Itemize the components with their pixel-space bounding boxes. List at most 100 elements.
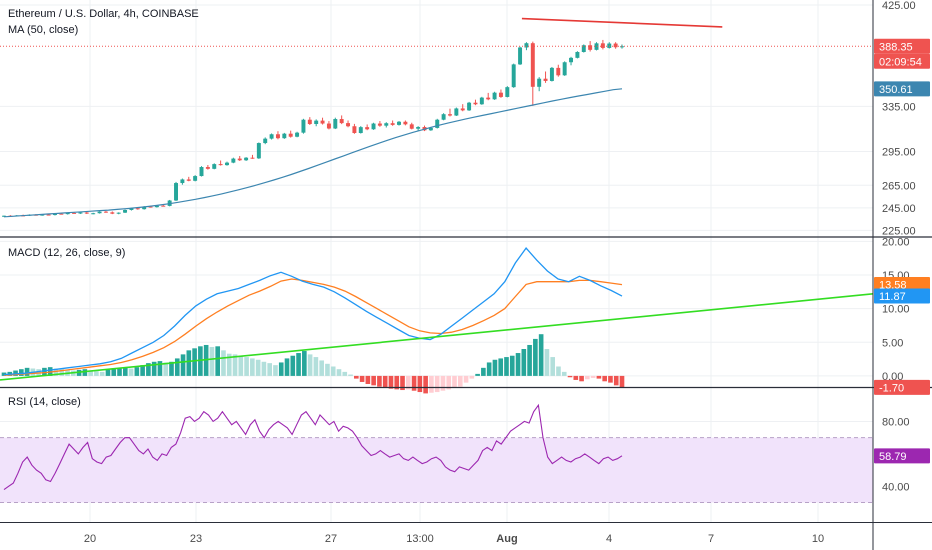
candle-body (326, 123, 331, 129)
macd-histogram-bar (342, 371, 348, 376)
rsi-tick-label: 40.00 (882, 481, 910, 493)
macd-histogram-bar (330, 366, 336, 376)
candle-body (199, 167, 204, 177)
candle-body (142, 206, 147, 210)
macd-histogram-bar (556, 366, 561, 376)
candle-body (72, 212, 77, 214)
macd-histogram-bar (423, 375, 428, 394)
macd-histogram-bar (463, 375, 469, 383)
macd-histogram-bar (336, 369, 342, 376)
macd-histogram-bar (232, 354, 238, 376)
macd-histogram-bar (94, 371, 99, 376)
candle-body (65, 212, 70, 215)
candle-body (110, 212, 115, 214)
macd-histogram-bar (394, 375, 400, 390)
candle-body (473, 102, 478, 105)
candle-body (428, 127, 433, 131)
candle-body (454, 108, 459, 116)
candle-body (397, 121, 401, 125)
macd-histogram-bar (538, 334, 544, 376)
candle-body (556, 67, 561, 76)
candle-body (594, 43, 599, 50)
time-tick-label: 4 (606, 533, 612, 545)
macd-histogram-bar (192, 348, 197, 376)
candle-body (52, 213, 57, 216)
rsi-value-tag-bg (874, 448, 930, 464)
macd-histogram-bar (469, 375, 475, 379)
macd-histogram-bar (608, 375, 613, 383)
candle-body (40, 214, 45, 216)
macd-histogram-bar (140, 365, 145, 376)
macd-histogram-bar (117, 368, 122, 376)
rsi-line (3, 403, 623, 491)
candle-body (97, 211, 102, 214)
candle-body (91, 213, 96, 215)
signal-value-tag: 13.58 (879, 280, 907, 292)
macd-histogram-bar (446, 375, 452, 390)
candle-body (498, 92, 503, 97)
macd-histogram-bar (567, 375, 573, 378)
candle-body (524, 43, 529, 48)
macd-histogram-bar (359, 375, 365, 382)
candle-body (180, 179, 185, 184)
macd-histogram-bar (244, 357, 249, 376)
macd-histogram-bar (174, 358, 180, 376)
macd-histogram-bar (486, 362, 492, 376)
candle-body (479, 97, 484, 105)
macd-histogram-bar (296, 353, 301, 376)
macd-histogram-bar (169, 361, 174, 376)
rsi-value-tag: 58.79 (879, 451, 907, 463)
candle-body (288, 133, 293, 137)
candle-body (123, 209, 128, 213)
macd-histogram-bar (290, 355, 296, 376)
macd-histogram-bar (388, 375, 394, 389)
macd-histogram-bar (19, 369, 24, 376)
macd-histogram-bar (475, 373, 480, 376)
candle-body (377, 123, 382, 126)
macd-histogram-bar (481, 367, 486, 376)
macd-histogram-bar (498, 358, 504, 376)
macd-histogram-bar (613, 375, 619, 386)
macd-signal-line (3, 278, 623, 376)
macd-value-tag-bg (874, 288, 930, 304)
macd-histogram-bar (105, 369, 111, 376)
macd-tick-label: 20.00 (882, 236, 910, 248)
candle-body (129, 208, 134, 210)
candle-body (403, 121, 408, 125)
macd-histogram-bar (157, 361, 163, 376)
macd-histogram-bar (434, 375, 440, 393)
candle-body (301, 119, 306, 133)
countdown-tag-bg (874, 53, 930, 69)
macd-histogram-bar (573, 375, 579, 380)
macd-histogram-bar (533, 338, 538, 376)
time-tick-label: 20 (84, 533, 96, 545)
candle-body (307, 119, 312, 124)
countdown-tag: 02:09:54 (879, 56, 922, 68)
macd-histogram-bar (24, 367, 30, 376)
candle-body (244, 157, 249, 161)
resistance-trendline (521, 17, 723, 28)
macd-histogram-bar (619, 375, 625, 388)
macd-histogram-bar (429, 375, 434, 393)
candle-body (537, 78, 542, 87)
macd-panel[interactable] (0, 247, 874, 394)
chart-title: Ethereum / U.S. Dollar, 4h, COINBASE (8, 8, 199, 20)
candle-body (59, 213, 64, 215)
macd-histogram-bar (238, 355, 244, 376)
macd-histogram-bar (585, 375, 590, 380)
macd-histogram-bar (325, 363, 330, 376)
candle-body (365, 127, 370, 130)
candle-body (588, 45, 593, 50)
candle-body (282, 133, 287, 139)
rsi-panel[interactable] (0, 403, 873, 504)
macd-histogram-bar (313, 357, 319, 376)
candle-body (492, 92, 497, 100)
macd-histogram-bar (261, 361, 267, 376)
price-panel[interactable] (0, 17, 873, 218)
price-tick-label: 425.00 (882, 0, 916, 12)
candle-body (314, 120, 319, 124)
candle-body (549, 67, 554, 81)
